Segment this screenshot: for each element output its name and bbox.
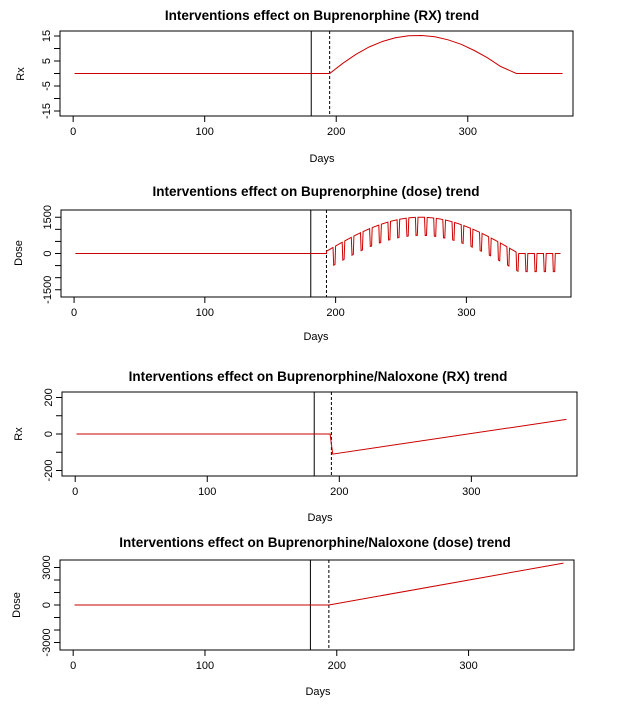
y-tick-label: 1500 [42, 205, 54, 229]
x-axis-label: Days [305, 686, 331, 698]
chart-panel-2: Interventions effect on Buprenorphine (d… [13, 184, 572, 343]
chart-title: Interventions effect on Buprenorphine/Na… [119, 535, 511, 550]
series-line [75, 216, 561, 273]
series-line [74, 34, 563, 74]
series-line [76, 418, 567, 455]
y-tick-label: -15 [41, 103, 53, 119]
chart-panel-4: Interventions effect on Buprenorphine/Na… [11, 535, 575, 698]
x-tick-label: 300 [459, 126, 477, 138]
y-tick-label: -5 [41, 81, 53, 91]
series-line [74, 562, 564, 606]
x-axis-label: Days [309, 153, 335, 165]
x-tick-label: 300 [457, 307, 475, 319]
x-tick-label: 100 [198, 486, 216, 498]
x-tick-label: 200 [326, 307, 344, 319]
y-tick-label: 5 [41, 58, 53, 64]
x-tick-label: 200 [330, 486, 348, 498]
y-tick-label: -3000 [41, 628, 53, 656]
chart-title: Interventions effect on Buprenorphine (d… [152, 184, 479, 199]
chart-title: Interventions effect on Buprenorphine (R… [165, 8, 479, 23]
y-tick-label: 200 [43, 388, 55, 406]
y-axis-label: Rx [13, 427, 25, 441]
x-tick-label: 100 [196, 307, 214, 319]
y-axis-label: Dose [11, 592, 23, 618]
y-axis-label: Dose [13, 240, 25, 266]
y-axis-label: Rx [15, 67, 27, 81]
x-tick-label: 100 [196, 126, 214, 138]
y-tick-label: -1500 [42, 276, 54, 304]
chart-panel-1: Interventions effect on Buprenorphine (R… [15, 8, 574, 165]
y-tick-label: 15 [41, 30, 53, 42]
chart-panel-3: Interventions effect on Buprenorphine/Na… [13, 369, 578, 524]
x-axis-label: Days [303, 331, 329, 343]
x-tick-label: 0 [72, 486, 78, 498]
x-axis-label: Days [307, 512, 333, 524]
x-tick-label: 0 [70, 126, 76, 138]
x-tick-label: 0 [70, 660, 76, 672]
x-tick-label: 200 [327, 126, 345, 138]
y-tick-label: 0 [41, 602, 53, 608]
y-tick-label: 3000 [41, 555, 53, 579]
x-tick-label: 200 [328, 660, 346, 672]
x-tick-label: 300 [459, 660, 477, 672]
y-tick-label: 0 [43, 431, 55, 437]
y-tick-label: 0 [42, 250, 54, 256]
x-tick-label: 100 [196, 660, 214, 672]
x-tick-label: 0 [71, 307, 77, 319]
x-tick-label: 300 [462, 486, 480, 498]
chart-title: Interventions effect on Buprenorphine/Na… [129, 369, 508, 384]
y-tick-label: -200 [43, 460, 55, 482]
